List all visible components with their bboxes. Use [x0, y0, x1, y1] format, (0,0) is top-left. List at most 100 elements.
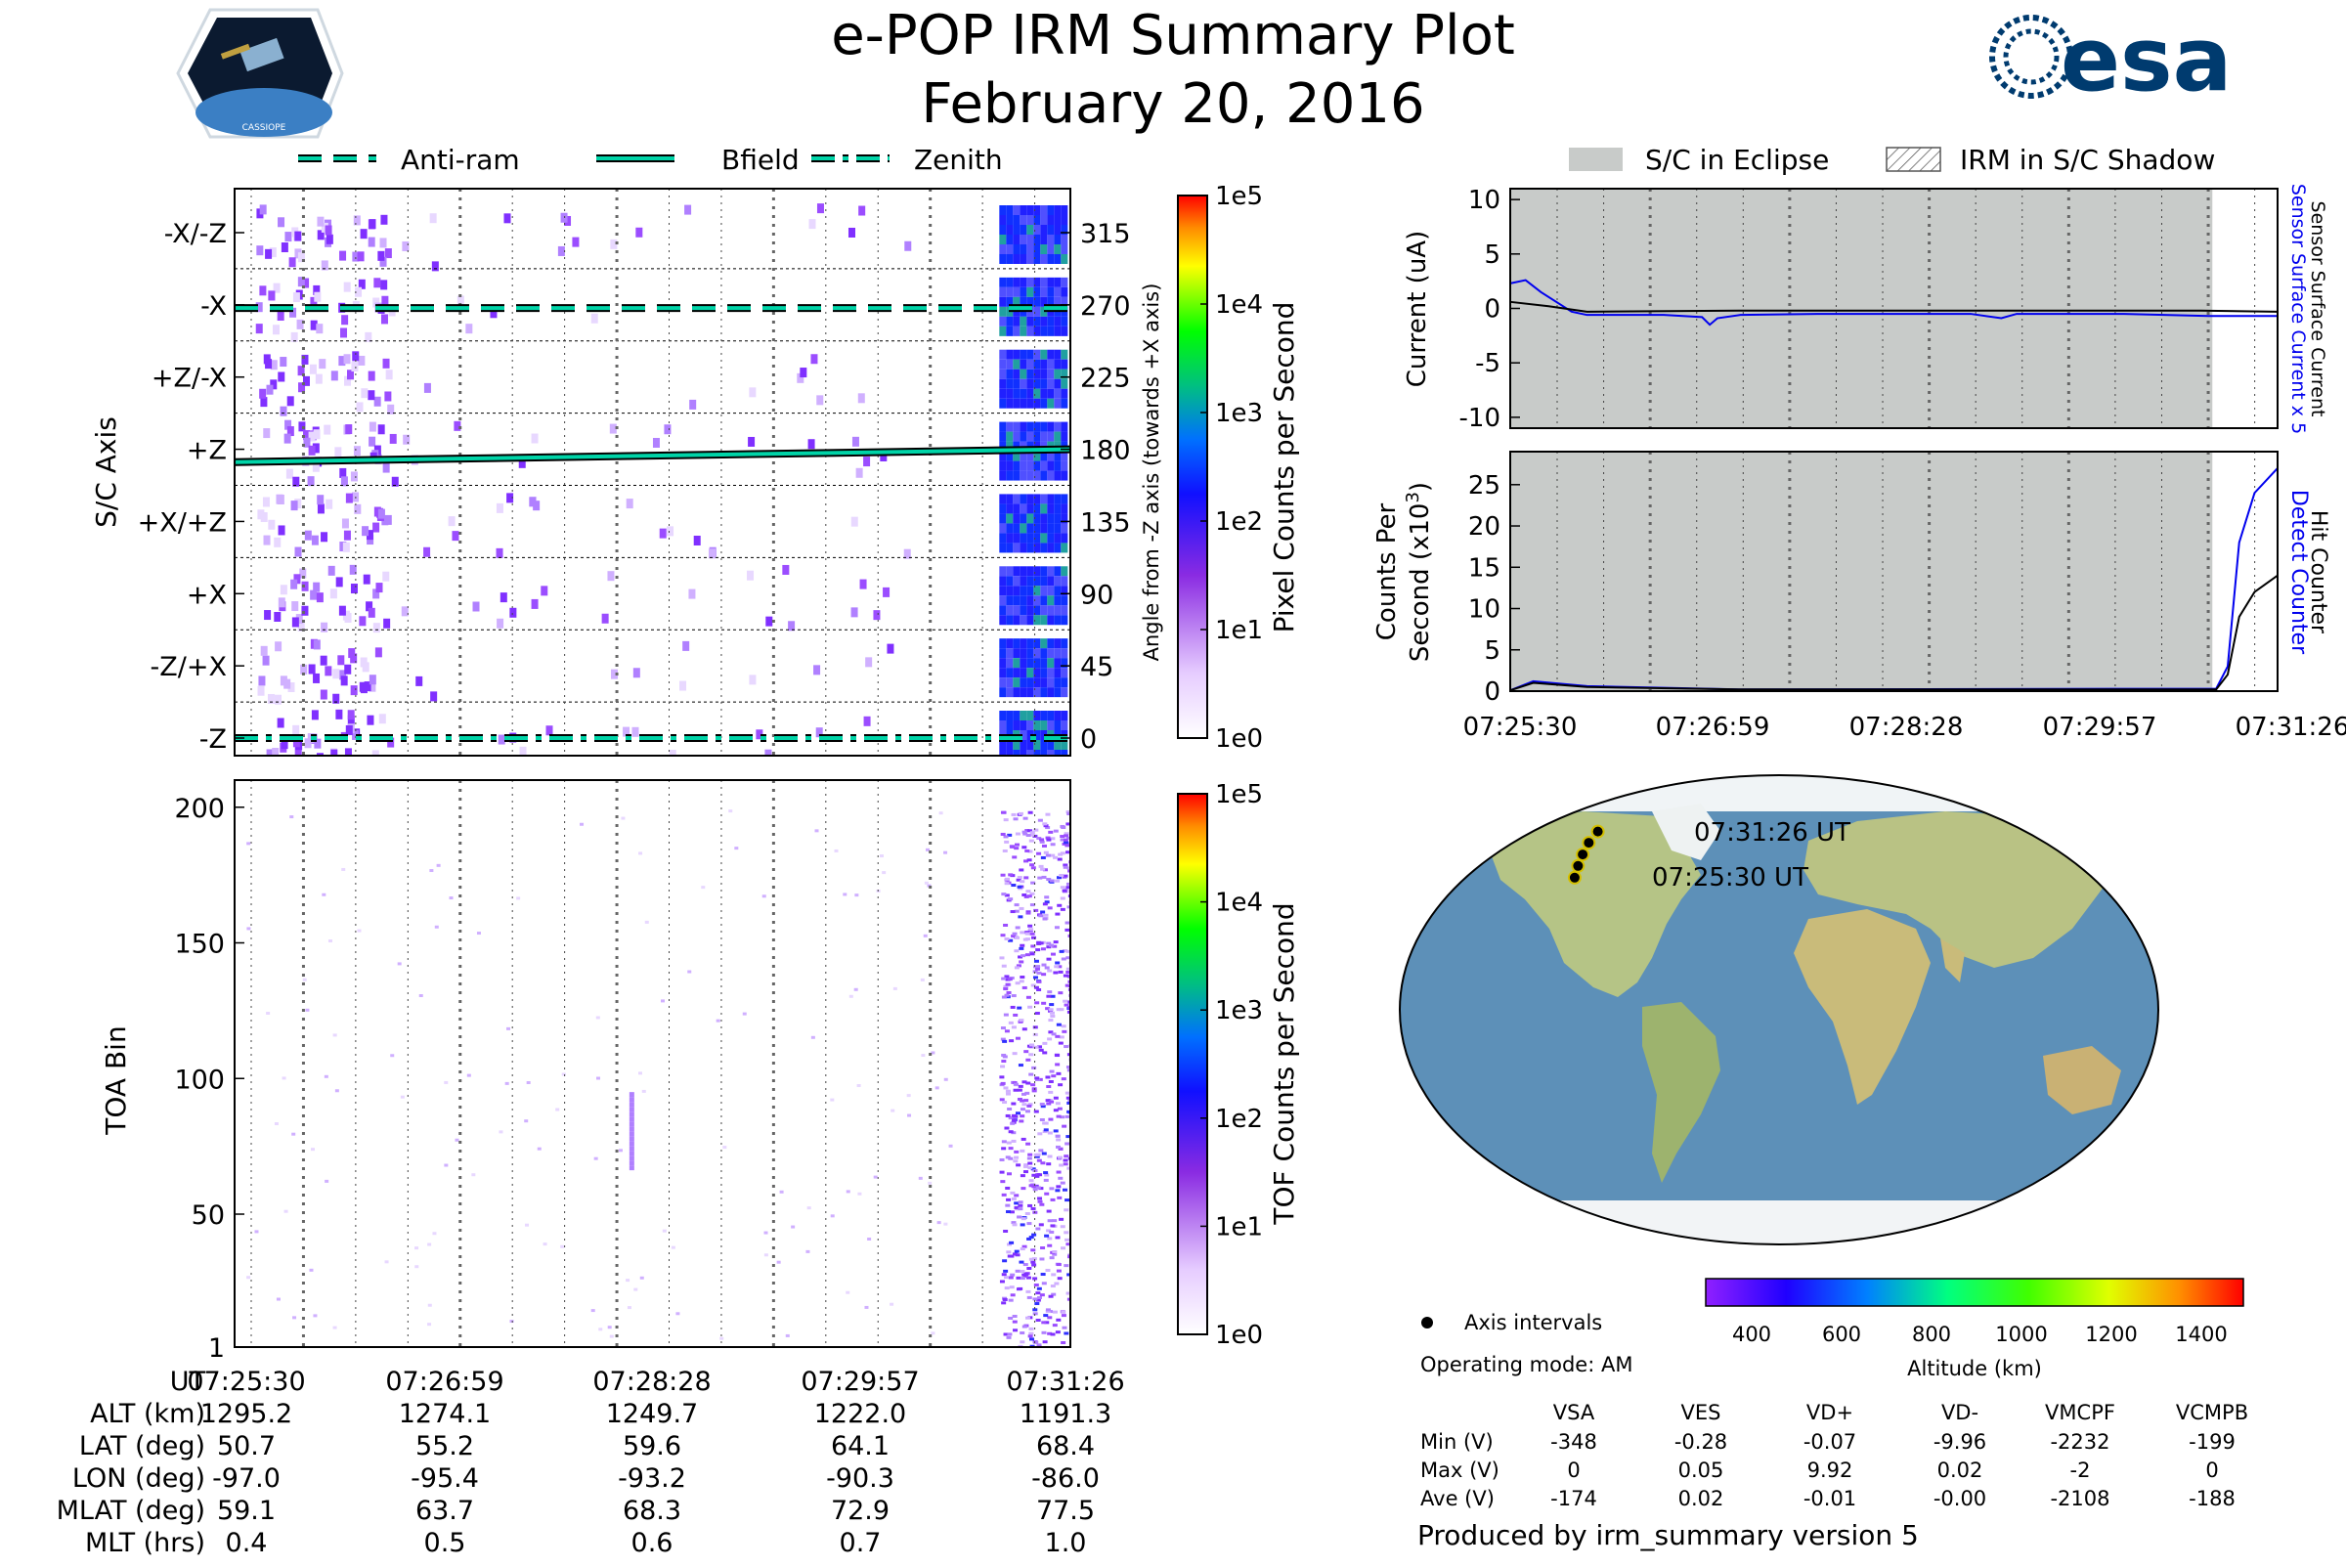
toa-heat-cell — [1006, 1250, 1012, 1254]
toa-heat-cell — [938, 811, 943, 815]
map-arctic — [1400, 775, 2158, 811]
toa-heat-cell — [1056, 1263, 1062, 1267]
pixel-heat-cell — [365, 331, 372, 342]
toa-heat-cell — [1044, 900, 1050, 904]
pixel-heat-cell — [1054, 668, 1062, 678]
info-row-value: 07:29:57 — [801, 1367, 919, 1397]
toa-heat-cell — [1045, 812, 1051, 816]
pixel-heat-cell — [1006, 398, 1014, 409]
toa-heat-cell — [1000, 934, 1006, 937]
toa-heat-cell — [1062, 889, 1067, 893]
pixel-heat-cell — [1047, 359, 1055, 370]
toa-heat-cell — [1024, 1091, 1030, 1095]
toa-heat-cell — [1064, 832, 1069, 836]
toa-heat-cell — [1056, 1114, 1062, 1118]
toa-heat-cell — [1045, 836, 1051, 840]
toa-heat-cell — [1032, 970, 1038, 974]
toa-heat-cell — [1028, 1257, 1034, 1261]
pixel-heat-cell — [380, 214, 388, 225]
pixel-heat-cell — [999, 286, 1007, 297]
map-end-label: 07:31:26 UT — [1694, 818, 1850, 848]
pixel-heat-cell — [307, 476, 315, 487]
pixel-heat-cell — [366, 601, 373, 612]
pixel-heat-cell — [1033, 740, 1041, 750]
toa-heat-cell — [1015, 1111, 1021, 1115]
toa-heat-cell — [1062, 842, 1067, 846]
pixel-heat-cell — [294, 745, 302, 756]
pixel-heat-cell — [277, 718, 284, 728]
pixel-heat-cell — [999, 441, 1007, 452]
pixel-heat-cell — [431, 261, 439, 272]
mission-logo-text: CASSIOPE — [242, 123, 286, 133]
pixel-heat-cell — [310, 296, 318, 307]
toa-heat-cell — [936, 1221, 941, 1225]
pixel-heat-cell — [1061, 648, 1068, 659]
pixel-heat-cell — [1061, 254, 1068, 264]
info-row-value: 55.2 — [415, 1431, 474, 1461]
toa-heat-cell — [999, 1280, 1005, 1284]
pixel-heat-cell — [401, 606, 409, 617]
toa-heat-cell — [1048, 1030, 1054, 1034]
pixel-heat-cell — [1047, 595, 1055, 606]
toa-heat-cell — [1065, 882, 1070, 886]
pixel-y-label: S/C Axis — [90, 416, 122, 528]
pixel-y-tick-label: +X/+Z — [138, 507, 227, 538]
toa-heat-cell — [543, 1242, 547, 1246]
current-eclipse-band — [1510, 189, 2213, 428]
pixel-heat-cell — [1006, 720, 1014, 730]
toa-heat-cell — [1026, 1267, 1032, 1271]
pixel-heat-cell — [415, 675, 423, 686]
pixel-heat-cell — [1006, 296, 1014, 307]
pixel-heat-cell — [1047, 460, 1055, 471]
pixel-heat-cell — [334, 447, 342, 457]
toa-heat-cell — [1036, 987, 1042, 991]
pixel-y2-tick-label: 315 — [1080, 219, 1131, 249]
pixel-heat-cell — [384, 248, 392, 259]
pixel-heat-cell — [1033, 523, 1041, 534]
toa-heat-cell — [1048, 1090, 1054, 1094]
toa-heat-cell — [1004, 1286, 1010, 1290]
legend-shadow-swatch — [1886, 147, 1941, 172]
pixel-heat-cell — [352, 729, 360, 740]
pixel-heat-cell — [1061, 244, 1068, 254]
altitude-tick-label: 600 — [1822, 1323, 1861, 1346]
tof-colorbar-tick-label: 1e4 — [1215, 889, 1263, 918]
toa-heat-cell — [1013, 1013, 1019, 1017]
toa-heat-cell — [1057, 1196, 1063, 1199]
pixel-heat-cell — [800, 368, 807, 378]
toa-heat-cell — [1028, 1327, 1034, 1330]
pixel-heat-cell — [1006, 451, 1014, 461]
pixel-heat-cell — [688, 588, 696, 599]
toa-heat-cell — [934, 1086, 939, 1090]
toa-heat-cell — [1021, 1187, 1026, 1191]
pixel-heat-cell — [1026, 523, 1034, 534]
pixel-heat-cell — [847, 227, 855, 238]
pixel-heat-cell — [788, 621, 796, 632]
pixel-heat-cell — [1013, 277, 1021, 287]
toa-heat-cell — [1033, 1340, 1039, 1344]
pixel-heat-cell — [1047, 513, 1055, 524]
pixel-heat-cell — [1040, 668, 1048, 678]
toa-heat-cell — [1018, 887, 1023, 891]
pixel-heat-cell — [1020, 215, 1027, 225]
pixel-heat-cell — [1006, 277, 1014, 287]
toa-heat-cell — [1002, 1297, 1008, 1301]
toa-heat-cell — [1056, 1318, 1062, 1322]
toa-heat-cell — [1058, 991, 1064, 995]
pixel-heat-cell — [364, 681, 371, 692]
pixel-heat-cell — [1061, 533, 1068, 544]
pixel-heat-cell — [999, 306, 1007, 317]
pixel-heat-cell — [1006, 388, 1014, 399]
pixel-heat-cell — [281, 242, 288, 253]
pixel-heat-cell — [303, 437, 311, 448]
voltage-value: -0.00 — [1933, 1487, 1986, 1510]
pixel-heat-cell — [372, 623, 380, 633]
pixel-heat-cell — [1040, 451, 1048, 461]
pixel-heat-cell — [859, 579, 867, 589]
toa-heat-cell — [1065, 810, 1070, 814]
toa-heat-cell — [1022, 1170, 1028, 1174]
pixel-heat-cell — [297, 252, 305, 263]
pixel-heat-cell — [352, 351, 360, 362]
